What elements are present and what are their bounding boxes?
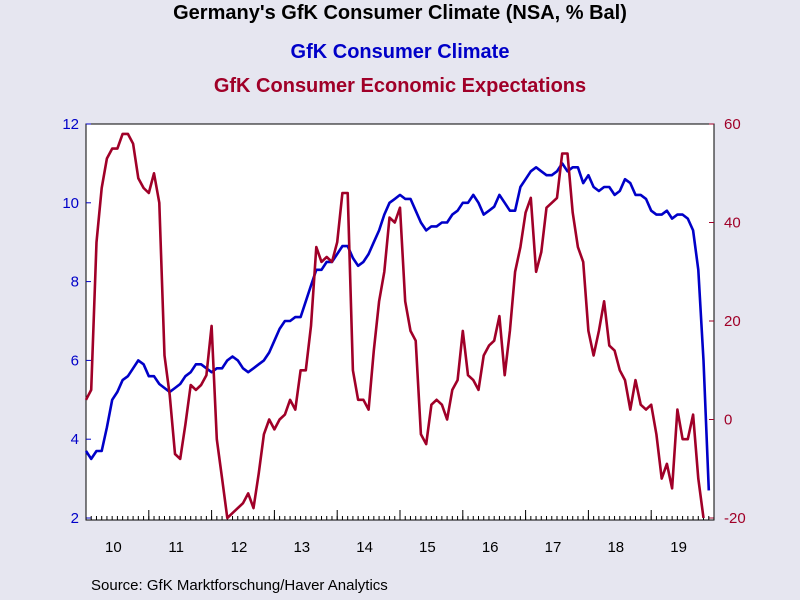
left-tick-label: 6 [71,352,79,369]
right-tick-label: -20 [724,510,746,527]
x-tick-label: 13 [293,539,310,556]
left-tick-label: 12 [62,116,79,133]
right-tick-label: 0 [724,412,732,429]
x-tick-label: 15 [419,539,436,556]
x-tick-label: 11 [168,539,184,556]
source-note: Source: GfK Marktforschung/Haver Analyti… [91,577,388,594]
series-line-consumer-climate [84,162,711,491]
chart-title: Germany's GfK Consumer Climate (NSA, % B… [173,2,627,24]
legend-expectations: GfK Consumer Economic Expectations [213,75,587,97]
x-tick-label: 14 [356,539,373,556]
plot-background [85,123,715,521]
series-layer [84,132,711,520]
right-axis: -20 0 20 40 60 [709,116,746,527]
x-tick-label: 12 [231,539,248,556]
series-line-economic-expectations [84,132,705,520]
x-axis: 10 11 12 13 14 15 16 17 18 19 [85,510,715,556]
left-tick-label: 4 [71,431,79,448]
x-tick-label: 19 [670,539,687,556]
right-tick-label: 60 [724,116,741,133]
right-tick-label: 20 [724,313,741,330]
left-tick-label: 8 [71,274,79,291]
x-tick-label: 17 [545,539,562,556]
legend-climate: GfK Consumer Climate [290,41,510,63]
x-tick-label: 10 [105,539,122,556]
x-tick-label: 16 [482,539,499,556]
left-tick-label: 10 [62,195,79,212]
left-axis: 2 4 6 8 10 12 [62,116,91,527]
left-tick-label: 2 [71,510,79,527]
right-tick-label: 40 [724,215,741,232]
x-tick-label: 18 [607,539,624,556]
